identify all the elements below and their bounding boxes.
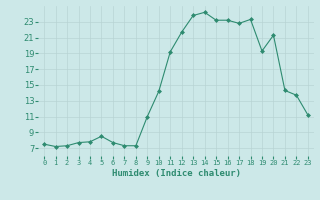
X-axis label: Humidex (Indice chaleur): Humidex (Indice chaleur) [111, 169, 241, 178]
